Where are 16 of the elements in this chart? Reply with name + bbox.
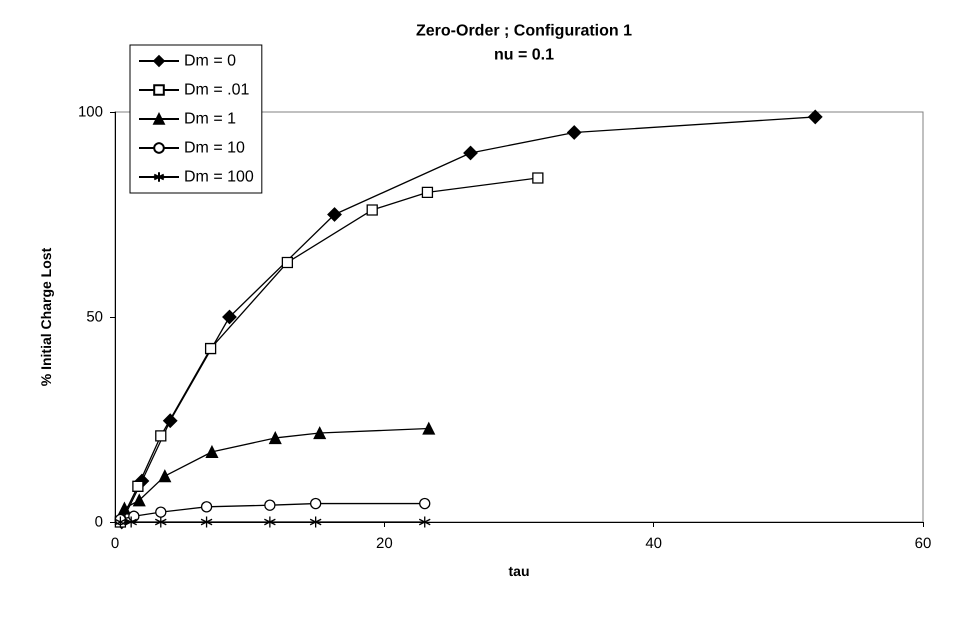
x-tick-label: 40 <box>645 535 662 552</box>
x-tick-label: 0 <box>110 535 120 552</box>
x-tick-label: 20 <box>376 535 393 552</box>
legend-label: Dm = 100 <box>184 168 254 186</box>
legend-label: Dm = 0 <box>184 52 236 70</box>
y-tick-label: 50 <box>86 308 103 326</box>
chart-subtitle: nu = 0.1 <box>494 46 554 64</box>
y-tick-label: 100 <box>78 104 103 120</box>
legend-label: Dm = 1 <box>184 110 236 128</box>
legend-label: Dm = 10 <box>184 140 246 156</box>
y-axis-title: % Initial Charge Lost <box>38 247 54 386</box>
legend-label: Dm = .01 <box>184 82 250 98</box>
x-axis-title: tau <box>508 563 530 579</box>
chart-title: Zero-Order ; Configuration 1 <box>416 22 632 40</box>
x-tick-label: 60 <box>914 535 932 552</box>
y-tick-label: 0 <box>94 514 103 530</box>
